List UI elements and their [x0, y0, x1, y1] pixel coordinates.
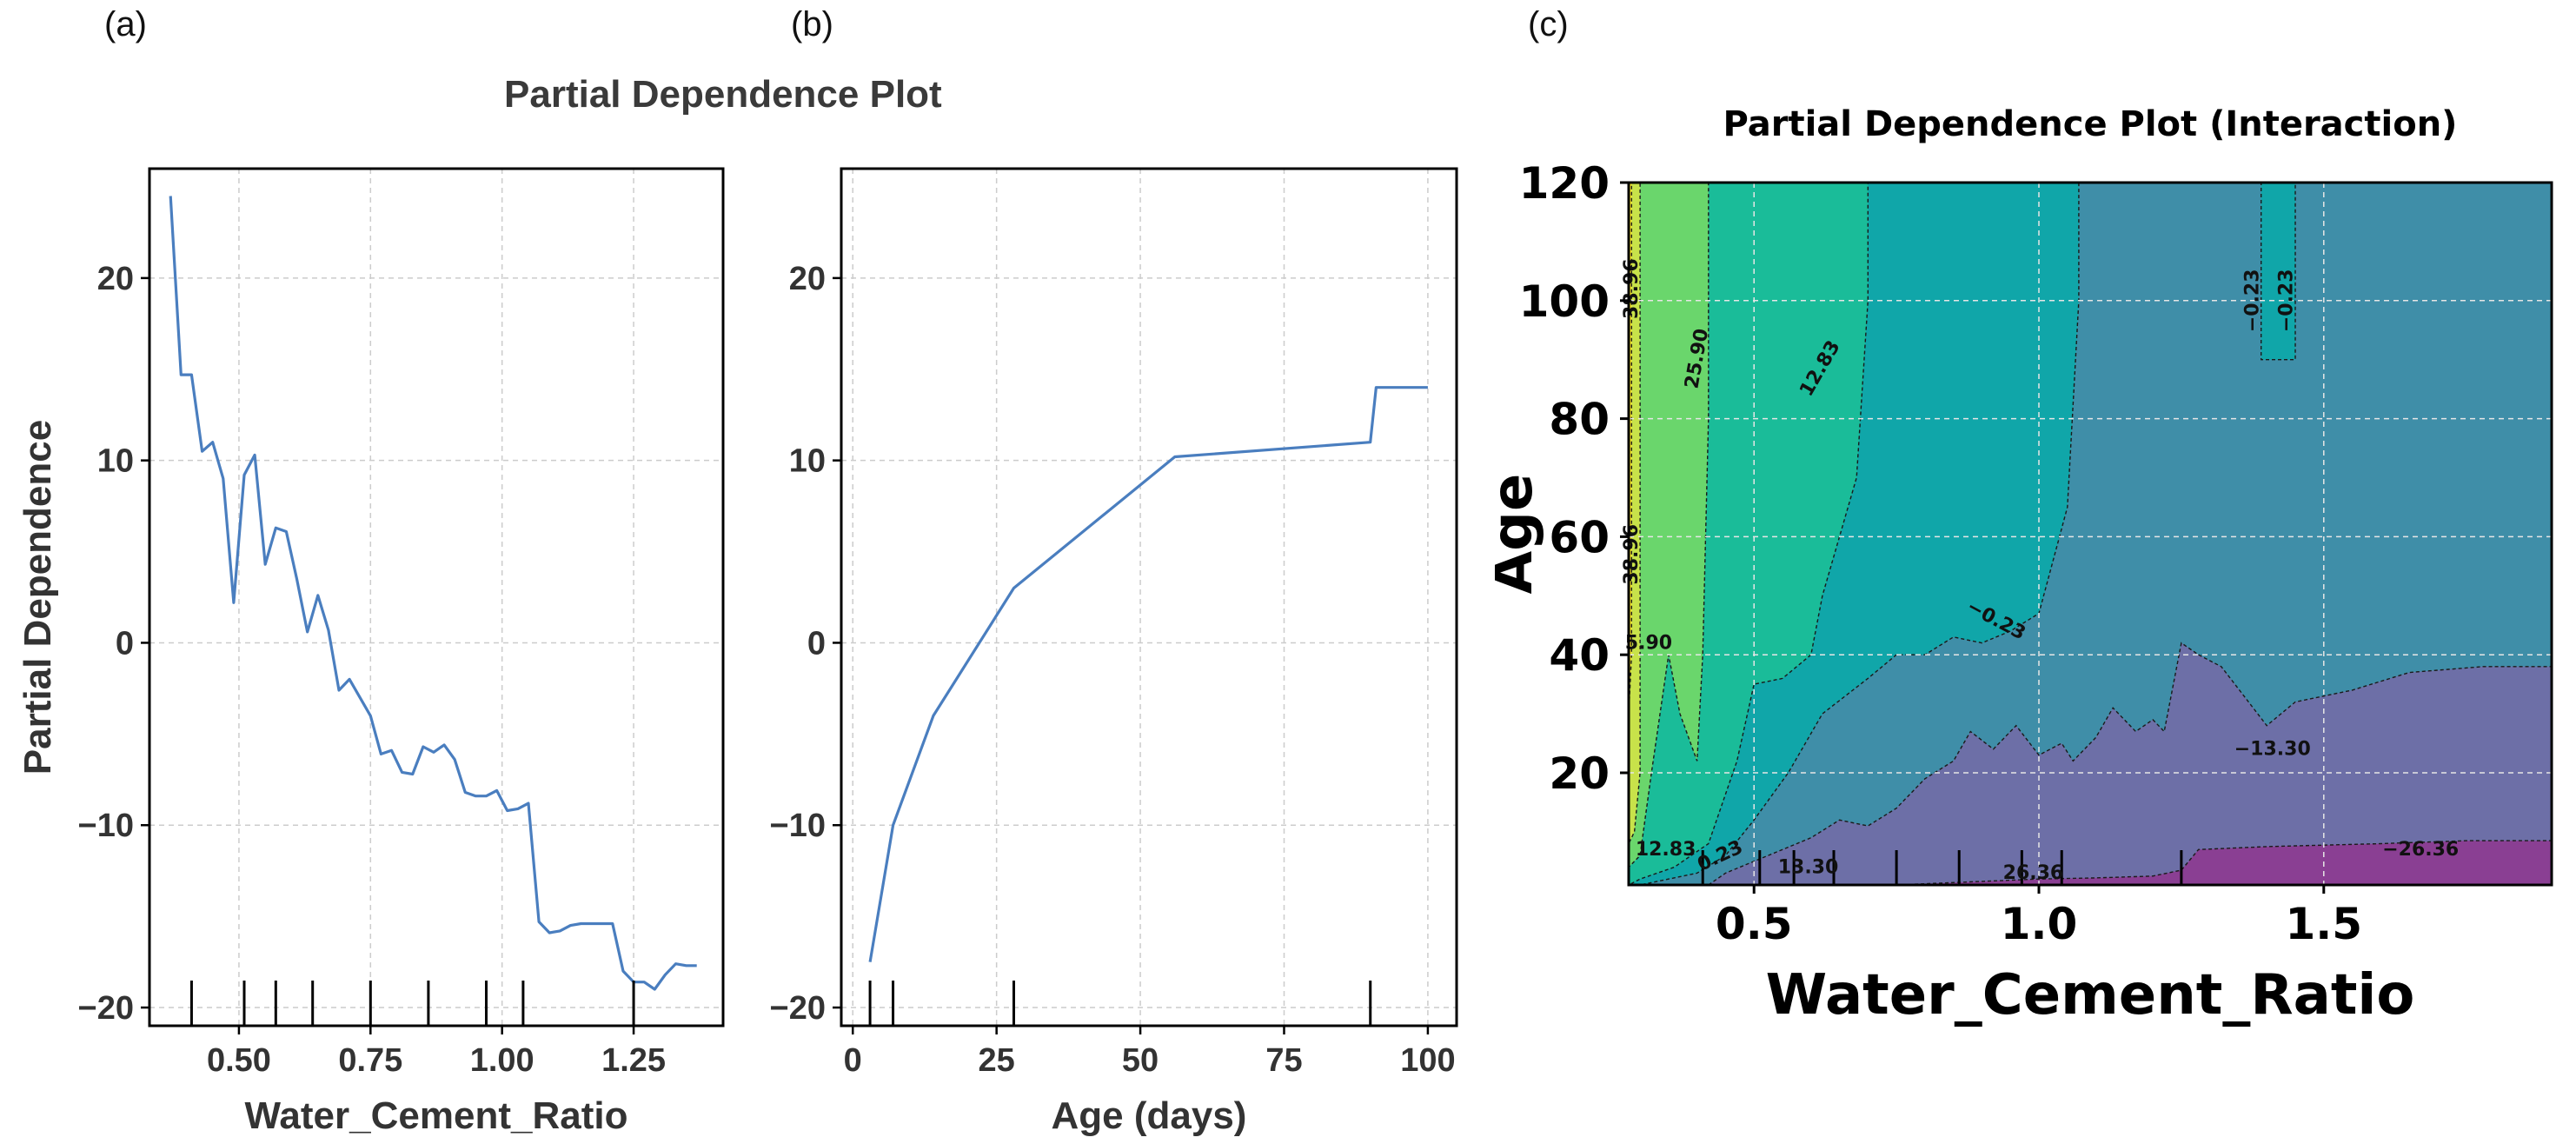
- panel-label-b: (b): [791, 5, 833, 43]
- y-tick-label: 120: [1519, 158, 1610, 209]
- x-tick-label: 1.00: [470, 1042, 534, 1079]
- y-tick-label: 0: [116, 625, 134, 662]
- y-tick-label: −20: [770, 990, 826, 1027]
- x-tick-label: 0.5: [1716, 899, 1793, 949]
- y-tick-label: −10: [770, 808, 826, 844]
- chart-panel-b: 0 25 50 75 100 −20 −10 0 10 20 Age (days): [770, 167, 1458, 1137]
- contour-label: 13.30: [1778, 856, 1839, 878]
- x-tick-label: 1.5: [2285, 899, 2362, 949]
- x-tick-label: 0: [844, 1042, 862, 1079]
- y-tick-label: 40: [1549, 630, 1610, 681]
- y-tick-label: 20: [1549, 748, 1610, 799]
- contour-label: 5.90: [1625, 632, 1672, 654]
- y-tick-label: −20: [78, 990, 134, 1027]
- panel-label-c: (c): [1528, 5, 1569, 43]
- contour-label: 38.96: [1621, 524, 1643, 585]
- y-tick-label: 60: [1549, 512, 1610, 562]
- y-tick-label: 80: [1549, 395, 1610, 445]
- data-series-line: [169, 196, 697, 991]
- figure-suptitle: Partial Dependence Plot: [504, 73, 942, 116]
- y-tick-label: 20: [789, 261, 826, 297]
- y-tick-label: 100: [1519, 276, 1610, 327]
- contour-region-25: [1628, 182, 1710, 869]
- y-axis-label: Partial Dependence: [17, 420, 59, 775]
- axes-frame: [840, 167, 1458, 1028]
- x-tick-label: 100: [1400, 1042, 1455, 1079]
- axes-frame: [1627, 181, 2553, 887]
- x-tick-label: 50: [1122, 1042, 1159, 1079]
- y-tick-label: 20: [97, 261, 134, 297]
- contour-label: 12.83: [1636, 839, 1696, 861]
- y-tick-label: 0: [807, 625, 826, 662]
- panel-label-a: (a): [104, 5, 147, 43]
- x-tick-label: 25: [979, 1042, 1015, 1079]
- contour-region-neg13: [1706, 642, 2553, 886]
- x-tick-label: 0.75: [338, 1042, 402, 1079]
- contour-label: −0.23: [2241, 269, 2263, 332]
- contour-label: 38.96: [1621, 258, 1643, 319]
- contour-label: −0.23: [2276, 269, 2298, 332]
- y-axis-label: Age: [1495, 474, 1545, 595]
- chart-panel-a: 0.50 0.75 1.00 1.25 −20 −10 0 10 20 Water_Cement_…: [17, 167, 725, 1137]
- x-tick-label: 1.25: [601, 1042, 666, 1079]
- contour-label: 26.36: [2003, 862, 2064, 884]
- x-tick-label: 1.0: [2001, 899, 2078, 949]
- contour-label: −26.36: [2382, 839, 2459, 861]
- x-axis-label: Water_Cement_Ratio: [245, 1094, 628, 1137]
- x-tick-label: 75: [1265, 1042, 1302, 1079]
- x-tick-label: 0.50: [207, 1042, 271, 1079]
- data-series-line: [868, 386, 1428, 962]
- contour-label: −13.30: [2234, 739, 2311, 761]
- y-tick-label: −10: [78, 808, 134, 844]
- axes-frame: [148, 167, 725, 1028]
- chart-title: Partial Dependence Plot (Interaction): [1723, 104, 2458, 144]
- x-axis-label: Water_Cement_Ratio: [1766, 963, 2415, 1028]
- x-axis-label: Age (days): [1052, 1094, 1247, 1137]
- y-tick-label: 10: [789, 443, 826, 480]
- y-tick-label: 10: [97, 443, 134, 480]
